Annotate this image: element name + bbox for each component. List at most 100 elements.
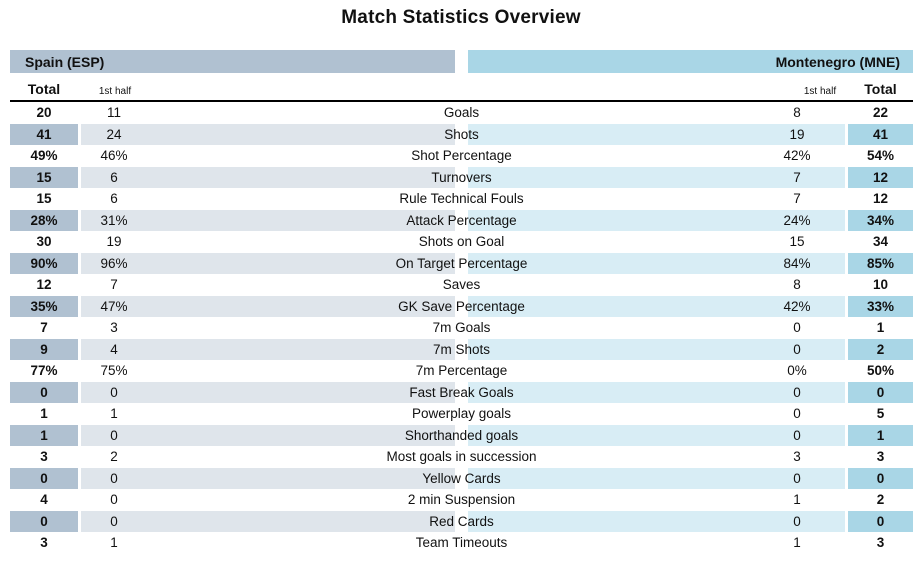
home-team-name: Spain (ESP) [25,53,105,70]
away-row-band: 7 [468,166,845,188]
away-total-cell: 2 [848,489,913,511]
stat-row: 4 0 1 2 2 min Suspension [10,489,913,511]
stat-row: 3 2 3 3 Most goals in succession [10,446,913,468]
home-row-band: 0 [81,510,455,532]
away-row-band: 19 [468,123,845,145]
stat-row: 41 24 19 41 Shots [10,123,913,146]
stat-row: 9 4 0 2 7m Shots [10,338,913,361]
home-total-cell: 4 [10,489,78,511]
home-team-header: Spain (ESP) [10,50,455,73]
away-total-cell: 85% [848,252,913,274]
home-total-value: 77% [30,363,58,379]
away-total-value: 12 [872,191,889,207]
home-first-half-value: 46% [100,148,128,164]
stat-row: 20 11 8 22 Goals [10,102,913,124]
home-first-half-value: 31% [100,212,128,228]
center-gap [455,124,468,146]
away-total-cell: 2 [848,338,913,360]
home-row-band: 1 [81,532,455,554]
home-total-cell: 7 [10,317,78,339]
away-total-cell: 10 [848,274,913,296]
stat-row: 0 0 0 0 Fast Break Goals [10,381,913,404]
home-total-cell: 3 [10,446,78,468]
away-row-band: 0% [468,360,845,382]
home-row-band: 47% [81,295,455,317]
home-row-band: 31% [81,209,455,231]
center-gap [455,360,468,382]
home-total-value: 41 [36,126,52,142]
home-total-cell: 1 [10,424,78,446]
away-team-header: Montenegro (MNE) [468,50,913,73]
away-total-cell: 1 [848,317,913,339]
page-title: Match Statistics Overview [341,7,581,28]
away-total-cell: 41 [848,123,913,145]
stat-row: 49% 46% 42% 54% Shot Percentage [10,145,913,167]
away-first-half-value: 0 [793,406,801,422]
away-first-half-value: 8 [793,105,801,121]
home-row-band: 4 [81,338,455,360]
away-total-value: 1 [876,320,885,336]
home-total-value: 35% [30,298,58,314]
center-gap [455,511,468,533]
home-first-half-value: 6 [110,169,118,185]
home-total-cell: 77% [10,360,78,382]
home-first-half-value: 75% [100,363,128,379]
stat-row: 77% 75% 0% 50% 7m Percentage [10,360,913,382]
away-first-half-value: 0 [793,384,801,400]
away-first-half-value: 3 [793,449,801,465]
home-row-band: 1 [81,403,455,425]
stat-row: 7 3 0 1 7m Goals [10,317,913,339]
away-first-half-value: 24% [783,212,811,228]
center-gap [455,468,468,490]
home-first-half-value: 47% [100,298,128,314]
away-row-band: 0 [468,510,845,532]
stat-row: 15 6 7 12 Turnovers [10,166,913,189]
home-row-band: 0 [81,424,455,446]
center-gap [455,382,468,404]
home-first-half-value: 96% [100,255,128,271]
away-total-cell: 54% [848,145,913,167]
away-total-value: 3 [876,449,885,465]
away-total-cell: 0 [848,467,913,489]
away-total-cell: 3 [848,446,913,468]
away-first-half-value: 8 [793,277,801,293]
home-row-band: 0 [81,381,455,403]
home-row-band: 6 [81,166,455,188]
home-total-value: 49% [30,148,58,164]
home-total-value: 28% [30,212,58,228]
team-header-divider [455,50,468,73]
center-gap [455,339,468,361]
stat-row: 1 0 0 1 Shorthanded goals [10,424,913,446]
center-gap [455,231,468,253]
home-total-value: 15 [36,169,52,185]
away-total-value: 5 [876,406,885,422]
home-first-half-value: 7 [110,277,118,293]
home-total-value: 1 [40,427,48,443]
away-total-value: 22 [872,105,889,121]
home-total-cell: 12 [10,274,78,296]
away-first-half-value: 0 [793,470,801,486]
center-gap [455,253,468,275]
home-total-value: 4 [40,492,48,508]
away-row-band: 0 [468,381,845,403]
home-total-cell: 1 [10,403,78,425]
away-total-cell: 50% [848,360,913,382]
away-total-value: 34 [872,234,889,250]
away-first-half-value: 0% [787,363,807,379]
stat-row: 1 1 0 5 Powerplay goals [10,403,913,425]
away-first-half-value: 0 [793,341,801,357]
away-first-half-value: 0 [793,513,801,529]
away-row-band: 8 [468,274,845,296]
away-row-band: 42% [468,295,845,317]
home-row-band: 46% [81,145,455,167]
home-first-half-value: 3 [110,320,118,336]
home-total-cell: 9 [10,338,78,360]
home-total-cell: 0 [10,510,78,532]
away-total-cell: 33% [848,295,913,317]
home-total-cell: 0 [10,467,78,489]
home-total-value: 0 [40,384,48,400]
away-row-band: 0 [468,317,845,339]
center-gap [455,167,468,189]
home-total-cell: 0 [10,381,78,403]
